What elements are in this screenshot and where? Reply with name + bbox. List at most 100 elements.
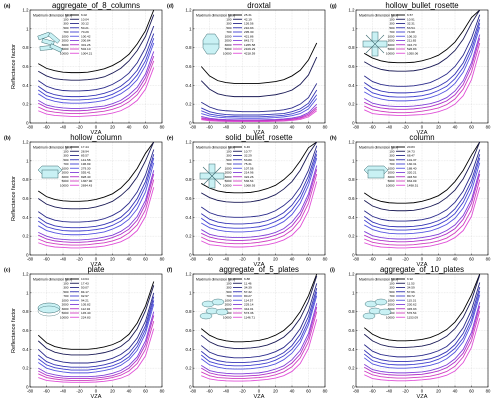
series-line-3000 [364, 305, 481, 376]
y-tick-label: 1.2 [186, 272, 193, 277]
series-line-3000 [364, 38, 481, 110]
x-tick-label: -60 [369, 257, 376, 262]
legend-value: 10.77 [244, 149, 252, 153]
x-tick-label: 80 [486, 125, 491, 130]
x-tick-label: -20 [76, 389, 83, 394]
x-tick-label: 40 [290, 389, 295, 394]
x-axis-label: VZA [91, 130, 102, 136]
legend-size: 3000 [62, 307, 69, 311]
series-line-10000 [364, 187, 481, 249]
legend-size: 5000 [225, 179, 232, 183]
legend-value: 145.40 [81, 311, 91, 315]
legend-size: 100 [389, 17, 394, 21]
legend-size: 300 [226, 154, 231, 158]
panel-i: -80 -60 -40 -20 0 20 40 60 80 0 0.2 0.4 0.6 0.8 1 1.2 VZ… [330, 265, 491, 400]
legend-size: 100 [389, 281, 394, 285]
legend-value: 50.07 [81, 286, 89, 290]
legend-value: 84.17 [81, 290, 89, 294]
series-line-500 [363, 287, 481, 363]
y-tick-label: 1 [189, 26, 192, 31]
y-axis-label: Reflectance factor [11, 44, 17, 89]
rosette-arm-edge [365, 34, 385, 54]
series-line-10000 [201, 181, 318, 248]
series-line-5000 [364, 310, 481, 379]
series-line-700 [363, 290, 481, 366]
y-tick-label: 0 [352, 253, 355, 258]
legend: Maximum dimension (μm)60 25.31 100 42.19 300… [196, 13, 255, 55]
legend-value: 34.39 [244, 286, 252, 290]
legend-size: 10000 [223, 51, 232, 55]
series-line-2000 [201, 303, 318, 375]
legend-size: 3000 [225, 175, 232, 179]
legend-value: 70.29 [81, 30, 89, 34]
x-tick-label: 60 [143, 257, 148, 262]
legend-value: 1004.21 [81, 51, 92, 55]
y-tick-label: 0.6 [23, 328, 30, 333]
legend-value: 57.66 [407, 290, 415, 294]
legend-size: 5000 [62, 311, 69, 315]
legend-size: 2000 [62, 171, 69, 175]
legend-size: 60 [228, 13, 232, 17]
x-tick-label: -20 [76, 125, 83, 130]
y-tick-label: 0.8 [23, 45, 30, 50]
legend-value: 130.31 [407, 162, 417, 166]
y-tick-label: 0.4 [23, 83, 30, 88]
y-tick-label: 0.6 [349, 196, 356, 201]
x-tick-label: 0 [258, 257, 261, 262]
legend-size: 5000 [62, 179, 69, 183]
legend-size: 300 [226, 286, 231, 290]
legend-value: 493.50 [407, 175, 417, 179]
x-tick-label: -60 [206, 125, 213, 130]
x-tick-label: 40 [453, 389, 458, 394]
x-tick-label: 0 [258, 125, 261, 130]
legend-size: 60 [65, 145, 69, 149]
legend-size: 60 [228, 145, 232, 149]
legend-value: 34.73 [407, 149, 415, 153]
series-line-300 [201, 83, 318, 113]
y-tick-label: 1 [26, 290, 29, 295]
legend-size: 1000 [388, 34, 395, 38]
y-tick-label: 0 [189, 253, 192, 258]
x-tick-label: 20 [110, 125, 115, 130]
column-body [367, 169, 385, 179]
x-tick-label: 60 [143, 389, 148, 394]
legend-size: 500 [63, 158, 68, 162]
x-tick-label: 40 [127, 257, 132, 262]
x-tick-label: 20 [436, 125, 441, 130]
legend-header: Maximum dimension (μm) [196, 146, 235, 150]
x-axis-label: VZA [417, 394, 428, 400]
legend-value: 555.41 [81, 171, 91, 175]
legend-size: 300 [389, 286, 394, 290]
plate-piece [211, 298, 225, 306]
legend-size: 500 [63, 290, 68, 294]
x-tick-label: -80 [27, 257, 34, 262]
legend-size: 2000 [62, 39, 69, 43]
legend-value: 10.64 [81, 277, 89, 281]
series-line-5000 [38, 320, 155, 381]
x-axis-label: VZA [91, 394, 102, 400]
x-tick-label: 0 [95, 257, 98, 262]
legend-size: 500 [63, 26, 68, 30]
legend: Maximum dimension (μm)60 20.83 100 34.73 300… [359, 145, 418, 187]
x-tick-label: 40 [127, 125, 132, 130]
y-tick-label: 0.2 [186, 102, 193, 107]
x-tick-label: -60 [43, 257, 50, 262]
series-line-3000 [38, 55, 155, 112]
legend-value: 100.42 [81, 34, 91, 38]
legend-size: 3000 [62, 175, 69, 179]
legend-size: 1000 [225, 298, 232, 302]
legend-value: 1050.06 [407, 51, 418, 55]
legend-value: 2694.43 [81, 183, 92, 187]
x-tick-label: -80 [190, 257, 197, 262]
series-line-300 [200, 283, 318, 359]
legend: Maximum dimension (μm)60 6.92 100 11.53 300 3… [359, 277, 418, 319]
x-tick-label: -40 [60, 257, 67, 262]
particle-shape-image [37, 302, 61, 317]
series-line-700 [200, 291, 318, 367]
x-tick-label: 20 [273, 389, 278, 394]
legend-header: Maximum dimension (μm) [196, 278, 235, 282]
x-tick-label: -80 [27, 389, 34, 394]
y-tick-label: 0.6 [186, 64, 193, 69]
legend-value: 188.40 [407, 166, 417, 170]
particle-shape-image [37, 165, 63, 179]
